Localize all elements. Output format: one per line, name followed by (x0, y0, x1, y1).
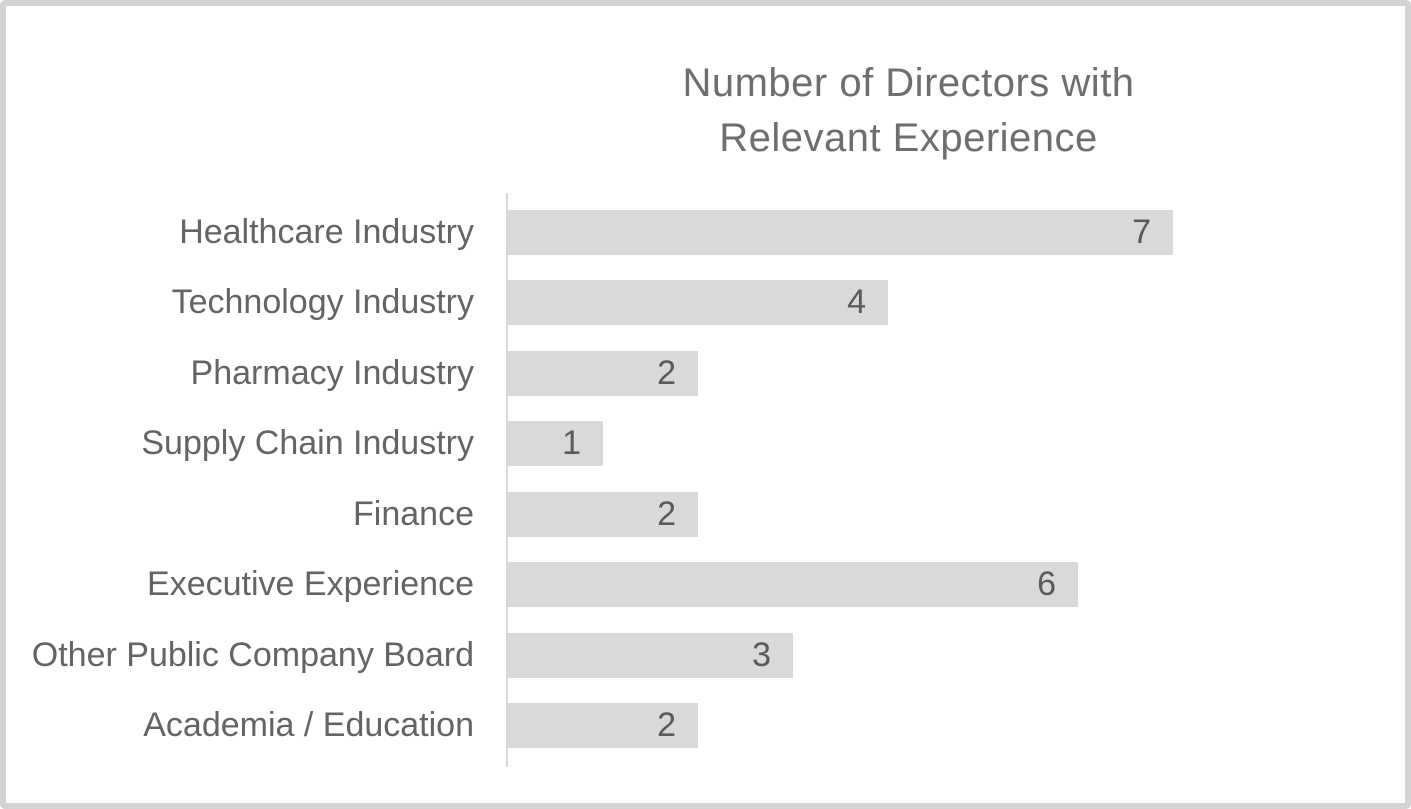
bar: 2 (508, 491, 698, 537)
category-label: Technology Industry (171, 283, 474, 322)
bar: 1 (508, 421, 603, 467)
bar: 6 (508, 562, 1078, 608)
value-label: 2 (657, 706, 676, 745)
bar-row: Healthcare Industry 7 (30, 197, 1290, 268)
bar-row: Supply Chain Industry 1 (30, 409, 1290, 480)
bar-track: 2 (506, 491, 1266, 537)
value-label: 1 (562, 424, 581, 463)
bar: 2 (508, 350, 698, 396)
value-label: 2 (657, 494, 676, 533)
bar-row: Other Public Company Board 3 (30, 620, 1290, 691)
chart-title: Number of Directors with Relevant Experi… (406, 56, 1411, 166)
category-axis-line (506, 193, 508, 767)
bar-row: Technology Industry 4 (30, 268, 1290, 339)
chart-title-line2: Relevant Experience (719, 116, 1098, 160)
bar-rows: Healthcare Industry 7 Technology Industr… (30, 197, 1290, 761)
bar-track: 3 (506, 632, 1266, 678)
chart-title-line1: Number of Directors with (682, 61, 1135, 105)
bar: 7 (508, 209, 1173, 255)
bar-track: 1 (506, 421, 1266, 467)
bar-row: Finance 2 (30, 479, 1290, 550)
category-label: Academia / Education (143, 706, 474, 745)
value-label: 4 (847, 283, 866, 322)
bar-track: 7 (506, 209, 1266, 255)
plot-area: Healthcare Industry 7 Technology Industr… (30, 197, 1290, 761)
category-label: Healthcare Industry (179, 212, 474, 251)
value-label: 2 (657, 353, 676, 392)
value-label: 3 (752, 635, 771, 674)
bar: 2 (508, 703, 698, 749)
bar-row: Academia / Education 2 (30, 691, 1290, 762)
bar-track: 2 (506, 703, 1266, 749)
bar-track: 6 (506, 562, 1266, 608)
category-label: Other Public Company Board (31, 635, 474, 674)
bar-row: Pharmacy Industry 2 (30, 338, 1290, 409)
category-label: Pharmacy Industry (190, 353, 474, 392)
category-label: Supply Chain Industry (141, 424, 474, 463)
value-label: 7 (1132, 212, 1151, 251)
bar: 4 (508, 280, 888, 326)
bar-row: Executive Experience 6 (30, 550, 1290, 621)
category-label: Finance (353, 494, 474, 533)
bar: 3 (508, 632, 793, 678)
value-label: 6 (1037, 565, 1056, 604)
bar-track: 2 (506, 350, 1266, 396)
bar-track: 4 (506, 280, 1266, 326)
category-label: Executive Experience (147, 565, 474, 604)
